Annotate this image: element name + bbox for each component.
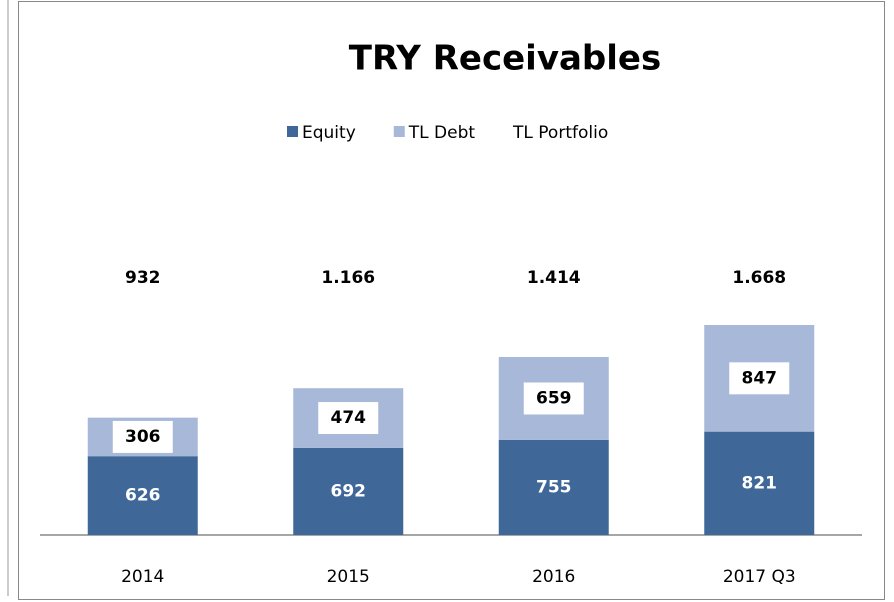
x-tick-label: 2015 <box>327 567 370 587</box>
total-label: 1.166 <box>321 268 375 288</box>
x-tick-label: 2016 <box>532 567 575 587</box>
total-label: 1.668 <box>732 268 786 288</box>
bar-segment <box>87 456 198 535</box>
total-label: 1.414 <box>527 268 581 288</box>
label-box <box>729 362 790 395</box>
chart-title: TRY Receivables <box>349 39 661 79</box>
legend-swatch <box>393 126 405 137</box>
data-label: 821 <box>742 473 778 493</box>
x-tick-label: 2014 <box>121 567 164 587</box>
legend-label: TL Debt <box>408 123 476 143</box>
legend-label: Equity <box>302 123 356 143</box>
data-label: 659 <box>536 388 572 408</box>
x-tick-label: 2017 Q3 <box>723 567 796 587</box>
data-label: 847 <box>742 368 778 388</box>
label-box <box>112 420 173 453</box>
data-label: 692 <box>331 481 367 501</box>
bar-segment <box>293 447 404 535</box>
data-label: 755 <box>536 477 572 497</box>
total-label: 932 <box>125 268 161 288</box>
label-box <box>318 402 379 435</box>
legend-label: TL Portfolio <box>512 123 608 143</box>
label-box <box>523 382 584 415</box>
data-label: 474 <box>331 408 367 428</box>
bar-segment <box>498 439 609 535</box>
data-label: 306 <box>125 427 161 447</box>
bar-segment <box>704 431 815 535</box>
data-label: 626 <box>125 486 161 506</box>
legend-swatch <box>287 126 298 137</box>
chart-frame <box>18 1 885 600</box>
